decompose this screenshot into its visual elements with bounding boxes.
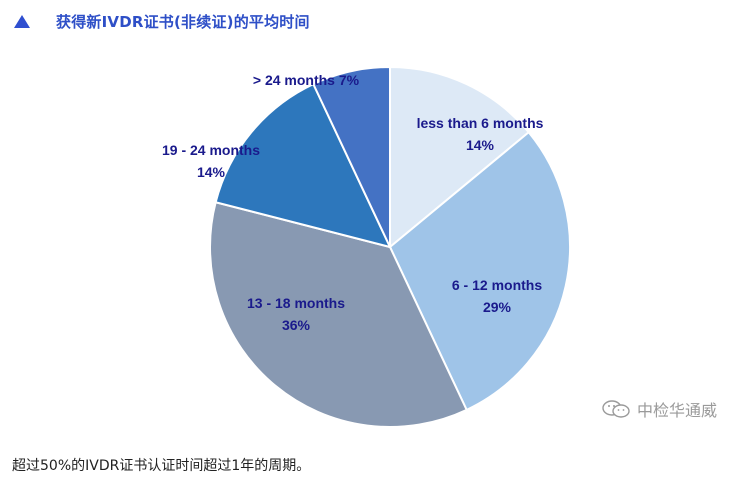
slice-percent-label: 29%: [483, 299, 512, 315]
slice-label: 19 - 24 months: [162, 142, 260, 158]
slice-label: > 24 months 7%: [253, 72, 360, 88]
watermark: 中检华通威: [601, 397, 717, 421]
slice-label: less than 6 months: [417, 115, 544, 131]
slice-label: 6 - 12 months: [452, 277, 542, 293]
pie-slice: [209, 201, 468, 428]
slice-label: 13 - 18 months: [247, 295, 345, 311]
chart-title: 获得新IVDR证书(非续证)的平均时间: [56, 12, 310, 31]
pie-slice: [214, 82, 392, 249]
slice-percent-label: 36%: [282, 317, 311, 333]
footer-note: 超过50%的IVDR证书认证时间超过1年的周期。: [12, 458, 311, 474]
triangle-icon: [14, 14, 30, 28]
pie-slice: [312, 65, 391, 248]
pie-slice: [389, 65, 531, 250]
wechat-icon: [602, 400, 630, 418]
chart-header: 获得新IVDR证书(非续证)的平均时间: [12, 10, 310, 32]
watermark-text: 中检华通威: [637, 401, 718, 420]
slice-percent-label: 14%: [197, 164, 226, 180]
slice-percent-label: 14%: [466, 137, 495, 153]
